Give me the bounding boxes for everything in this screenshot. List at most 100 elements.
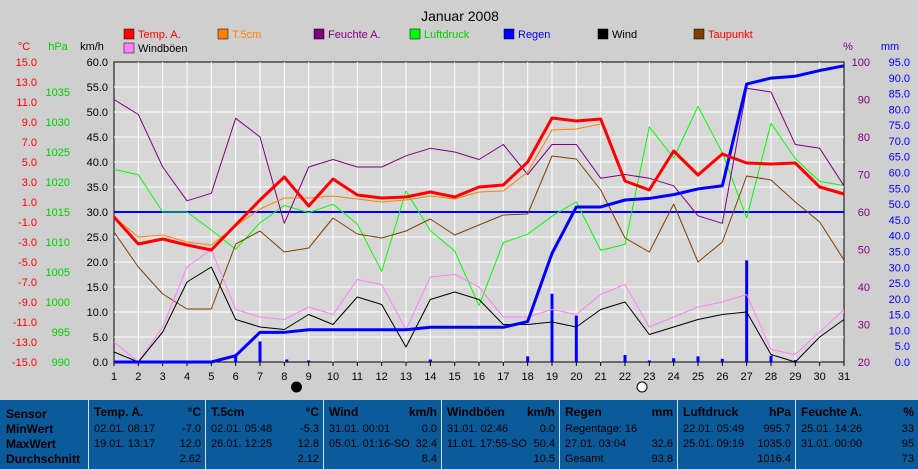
- rain-bar: [720, 358, 724, 362]
- x-tick-label: 27: [741, 371, 753, 383]
- x-tick-label: 10: [327, 371, 339, 383]
- summary-min-value: -5.3: [300, 423, 319, 435]
- legend-swatch: [313, 28, 325, 40]
- temp-axis-label: °C: [18, 41, 30, 53]
- rain-tick-label: 35.0: [889, 246, 910, 258]
- summary-column-unit: km/h: [526, 405, 555, 419]
- rain-bar: [672, 358, 676, 362]
- summary-max-value: 12.0: [179, 438, 201, 450]
- legend-label: Luftdruck: [424, 29, 470, 41]
- summary-column-unit: mm: [651, 405, 673, 419]
- summary-min: 22.01. 05:49 995.7: [678, 423, 791, 437]
- rain-bar: [526, 356, 530, 362]
- rain-bar: [285, 359, 289, 362]
- pressure-tick-label: 1000: [46, 297, 70, 309]
- pressure-tick-label: 1005: [46, 267, 70, 279]
- summary-min: 31.01. 02:46 0.0: [442, 423, 555, 437]
- x-tick-label: 18: [522, 371, 534, 383]
- summary-max: 19.01. 13:17 12.0: [89, 438, 201, 452]
- wind-tick-label: 45.0: [87, 132, 108, 144]
- summary-max: 25.01. 09:19 1035.0: [678, 438, 791, 452]
- rain-bar: [258, 341, 262, 362]
- humidity-tick-label: 40: [858, 282, 870, 294]
- wind-axis-label: km/h: [80, 41, 104, 53]
- summary-min: Regentage: 16: [560, 423, 673, 437]
- summary-avg-value: 10.5: [533, 453, 555, 465]
- wind-tick-label: 50.0: [87, 107, 108, 119]
- chart-title: Januar 2008: [421, 8, 499, 24]
- x-tick-label: 31: [838, 371, 850, 383]
- summary-max: 11.01. 17:55-SO 50.4: [442, 438, 555, 452]
- summary-max-date: 31.01. 00:00: [801, 438, 863, 450]
- summary-avg: 2.62: [89, 453, 201, 467]
- x-tick-label: 15: [449, 371, 461, 383]
- rain-bar: [623, 355, 627, 362]
- pressure-tick-label: 1035: [46, 87, 70, 99]
- series-temp-a-: [112, 116, 845, 252]
- humidity-tick-label: 30: [858, 320, 870, 332]
- summary-column: Regen mm Regentage: 16 27.01. 03:04 32.6 Gesa…: [559, 400, 677, 469]
- summary-min: 31.01. 00:01 0.0: [324, 423, 437, 437]
- summary-avg-date: Gesamt: [565, 453, 604, 465]
- summary-column-title: T.5cm: [211, 405, 245, 419]
- wind-tick-label: 40.0: [87, 157, 108, 169]
- rain-tick-label: 30.0: [889, 262, 910, 274]
- x-tick-label: 29: [789, 371, 801, 383]
- summary-min-value: 995.7: [763, 423, 791, 435]
- rain-tick-label: 15.0: [889, 310, 910, 322]
- pressure-tick-label: 995: [52, 327, 70, 339]
- summary-avg: 8.4: [324, 453, 437, 467]
- legend-swatch: [217, 28, 229, 40]
- legend-label: Regen: [518, 29, 550, 41]
- rain-bar: [428, 359, 432, 362]
- pressure-tick-label: 990: [52, 357, 70, 369]
- summary-min: 25.01. 14:26 33: [796, 423, 914, 437]
- summary-min-date: 02.01. 08:17: [94, 423, 156, 435]
- temp-tick-label: 1.0: [22, 197, 37, 209]
- temp-tick-label: 15.0: [16, 57, 37, 69]
- summary-min-date: 31.01. 00:01: [329, 423, 391, 435]
- summary-column: T.5cm °C 02.01. 05:48 -5.3 26.01. 12:25 12.8 2…: [205, 400, 323, 469]
- rain-tick-label: 5.0: [895, 341, 910, 353]
- summary-max-date: 19.01. 13:17: [94, 438, 156, 450]
- x-tick-label: 26: [716, 371, 728, 383]
- wind-tick-label: 5.0: [93, 332, 108, 344]
- temp-tick-label: 3.0: [22, 177, 37, 189]
- series-windb-en: [113, 249, 845, 363]
- rain-bar: [550, 293, 554, 362]
- x-tick-label: 3: [160, 371, 166, 383]
- x-tick-label: 1: [111, 371, 117, 383]
- summary-max-value: 50.4: [533, 438, 555, 450]
- summary-min-date: 02.01. 05:48: [211, 423, 273, 435]
- legend-swatch: [123, 28, 135, 40]
- humidity-tick-label: 90: [858, 95, 870, 107]
- temp-tick-label: -7.0: [18, 277, 37, 289]
- summary-max-date: 11.01. 17:55-SO: [447, 438, 527, 450]
- rain-tick-label: 45.0: [889, 215, 910, 227]
- rain-tick-label: 55.0: [889, 183, 910, 195]
- pressure-tick-label: 1020: [46, 177, 70, 189]
- summary-max-date: 26.01. 12:25: [211, 438, 273, 450]
- rain-bar: [696, 356, 700, 362]
- summary-column: Feuchte A.% 25.01. 14:26 33 31.01. 00:00 95 7…: [795, 400, 918, 469]
- humidity-tick-label: 20: [858, 357, 870, 369]
- summary-column-unit: %: [903, 405, 914, 419]
- rain-bar: [745, 260, 749, 362]
- summary-avg-value: 8.4: [421, 453, 437, 465]
- rain-tick-label: 70.0: [889, 136, 910, 148]
- temp-tick-label: -13.0: [12, 337, 37, 349]
- x-tick-label: 4: [184, 371, 190, 383]
- summary-column-title: Wind: [329, 405, 359, 419]
- summary-min: 02.01. 05:48 -5.3: [206, 423, 319, 437]
- summary-max-date: 05.01. 01:16-SO: [329, 438, 410, 450]
- legend-swatch: [123, 42, 135, 54]
- row-label-min: MinWert: [6, 422, 54, 436]
- legend-swatch: [597, 28, 609, 40]
- humidity-axis-label: %: [843, 41, 853, 53]
- summary-min-date: 31.01. 02:46: [447, 423, 509, 435]
- summary-max-value: 32.4: [415, 438, 437, 450]
- summary-max: 05.01. 01:16-SO 32.4: [324, 438, 437, 452]
- rain-tick-label: 75.0: [889, 120, 910, 132]
- summary-min: 02.01. 08:17 -7.0: [89, 423, 201, 437]
- summary-column-title: Regen: [565, 405, 602, 419]
